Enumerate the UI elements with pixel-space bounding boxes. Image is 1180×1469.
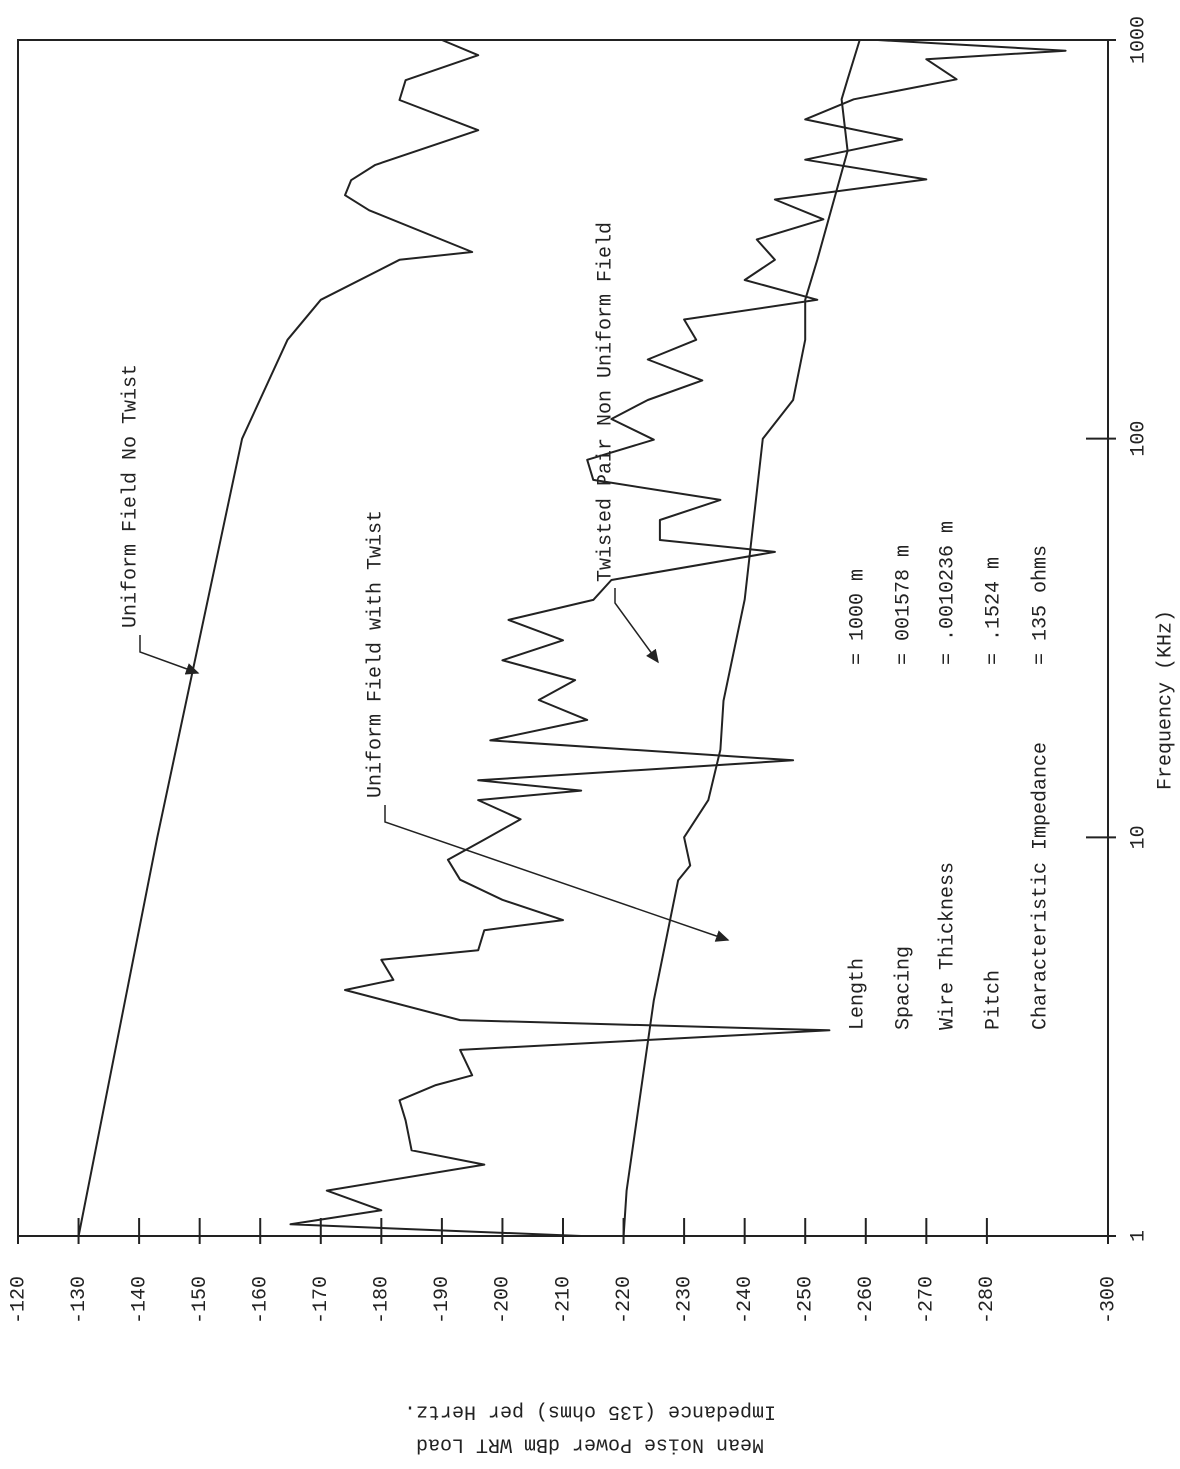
parameter-name: Spacing — [892, 946, 915, 1030]
y-tick-label: -240 — [734, 1276, 757, 1324]
y-tick-label: -270 — [916, 1276, 939, 1324]
x-tick-label: 10 — [1127, 825, 1150, 849]
x-tick-label: 1000 — [1127, 16, 1150, 64]
y-tick-label: -170 — [310, 1276, 333, 1324]
x-tick-label: 1 — [1127, 1230, 1150, 1242]
y-tick-label: -160 — [250, 1276, 273, 1324]
y-tick-label: -150 — [189, 1276, 212, 1324]
y-tick-label: -250 — [795, 1276, 818, 1324]
y-tick-label: -180 — [371, 1276, 394, 1324]
y-tick-label: -190 — [431, 1276, 454, 1324]
y-tick-label: -120 — [7, 1276, 30, 1324]
annotation: Twisted Pair Non Uniform Field — [594, 222, 617, 582]
parameter-value: = 001578 m — [892, 545, 915, 665]
parameter-value: = .1524 m — [982, 557, 1005, 665]
x-axis-label: Frequency (KHz) — [1154, 610, 1177, 790]
annotation: Uniform Field No Twist — [119, 364, 142, 628]
parameter-name: Length — [846, 958, 869, 1030]
y-tick-label: -130 — [68, 1276, 91, 1324]
y-axis-label: Impedance (135 ohms) per Hertz. — [404, 1400, 776, 1423]
y-tick-label: -300 — [1097, 1276, 1120, 1324]
series-line — [77, 39, 480, 1237]
parameter-name: Pitch — [982, 970, 1005, 1030]
y-tick-label: -280 — [976, 1276, 999, 1324]
y-tick-label: -260 — [855, 1276, 878, 1324]
parameter-value: = 1000 m — [846, 569, 869, 665]
y-tick-label: -200 — [492, 1276, 515, 1324]
x-tick-label: 100 — [1127, 421, 1150, 457]
annotation-leader — [139, 635, 200, 675]
parameter-value: = 135 ohms — [1029, 545, 1052, 665]
series-line — [289, 39, 1067, 1237]
annotation: Uniform Field with Twist — [364, 510, 387, 798]
annotation-leader — [614, 588, 659, 664]
annotation-leader — [384, 805, 730, 942]
y-tick-label: -230 — [673, 1276, 696, 1324]
parameter-value: = .0010236 m — [936, 521, 959, 665]
y-tick-label: -210 — [552, 1276, 575, 1324]
parameter-name: Wire Thickness — [936, 862, 959, 1030]
parameter-name: Characteristic Impedance — [1029, 742, 1052, 1030]
y-axis-label: Mean Noise Power dBm WRT Load — [416, 1433, 764, 1456]
y-tick-label: -220 — [613, 1276, 636, 1324]
y-tick-label: -140 — [128, 1276, 151, 1324]
